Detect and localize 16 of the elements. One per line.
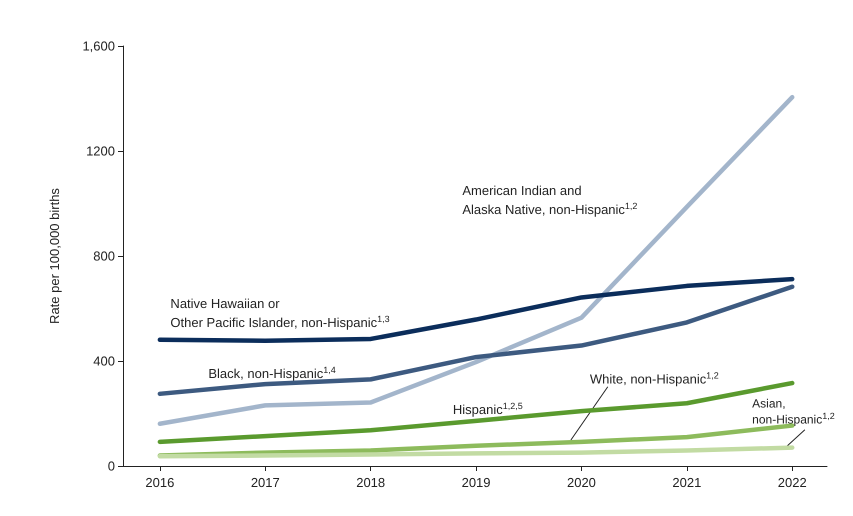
x-tick-label: 2022	[778, 475, 807, 490]
y-tick-label: 400	[93, 354, 115, 368]
y-tick-label: 1,600	[82, 38, 115, 54]
y-axis-title: Rate per 100,000 births	[47, 188, 62, 324]
x-tick-label: 2018	[356, 475, 386, 490]
y-tick-label: 0	[108, 458, 115, 474]
x-tick-label: 2021	[672, 475, 702, 490]
y-tick-label: 1200	[86, 144, 115, 158]
line-series	[158, 276, 794, 344]
x-tick-label: 2019	[462, 475, 491, 490]
line-series	[158, 284, 794, 396]
x-tick-label: 2020	[566, 475, 596, 490]
y-tick-label: 800	[93, 248, 115, 264]
x-tick-label: 2016	[145, 475, 174, 490]
x-tick-label: 2017	[250, 475, 280, 490]
line-series	[158, 445, 794, 459]
